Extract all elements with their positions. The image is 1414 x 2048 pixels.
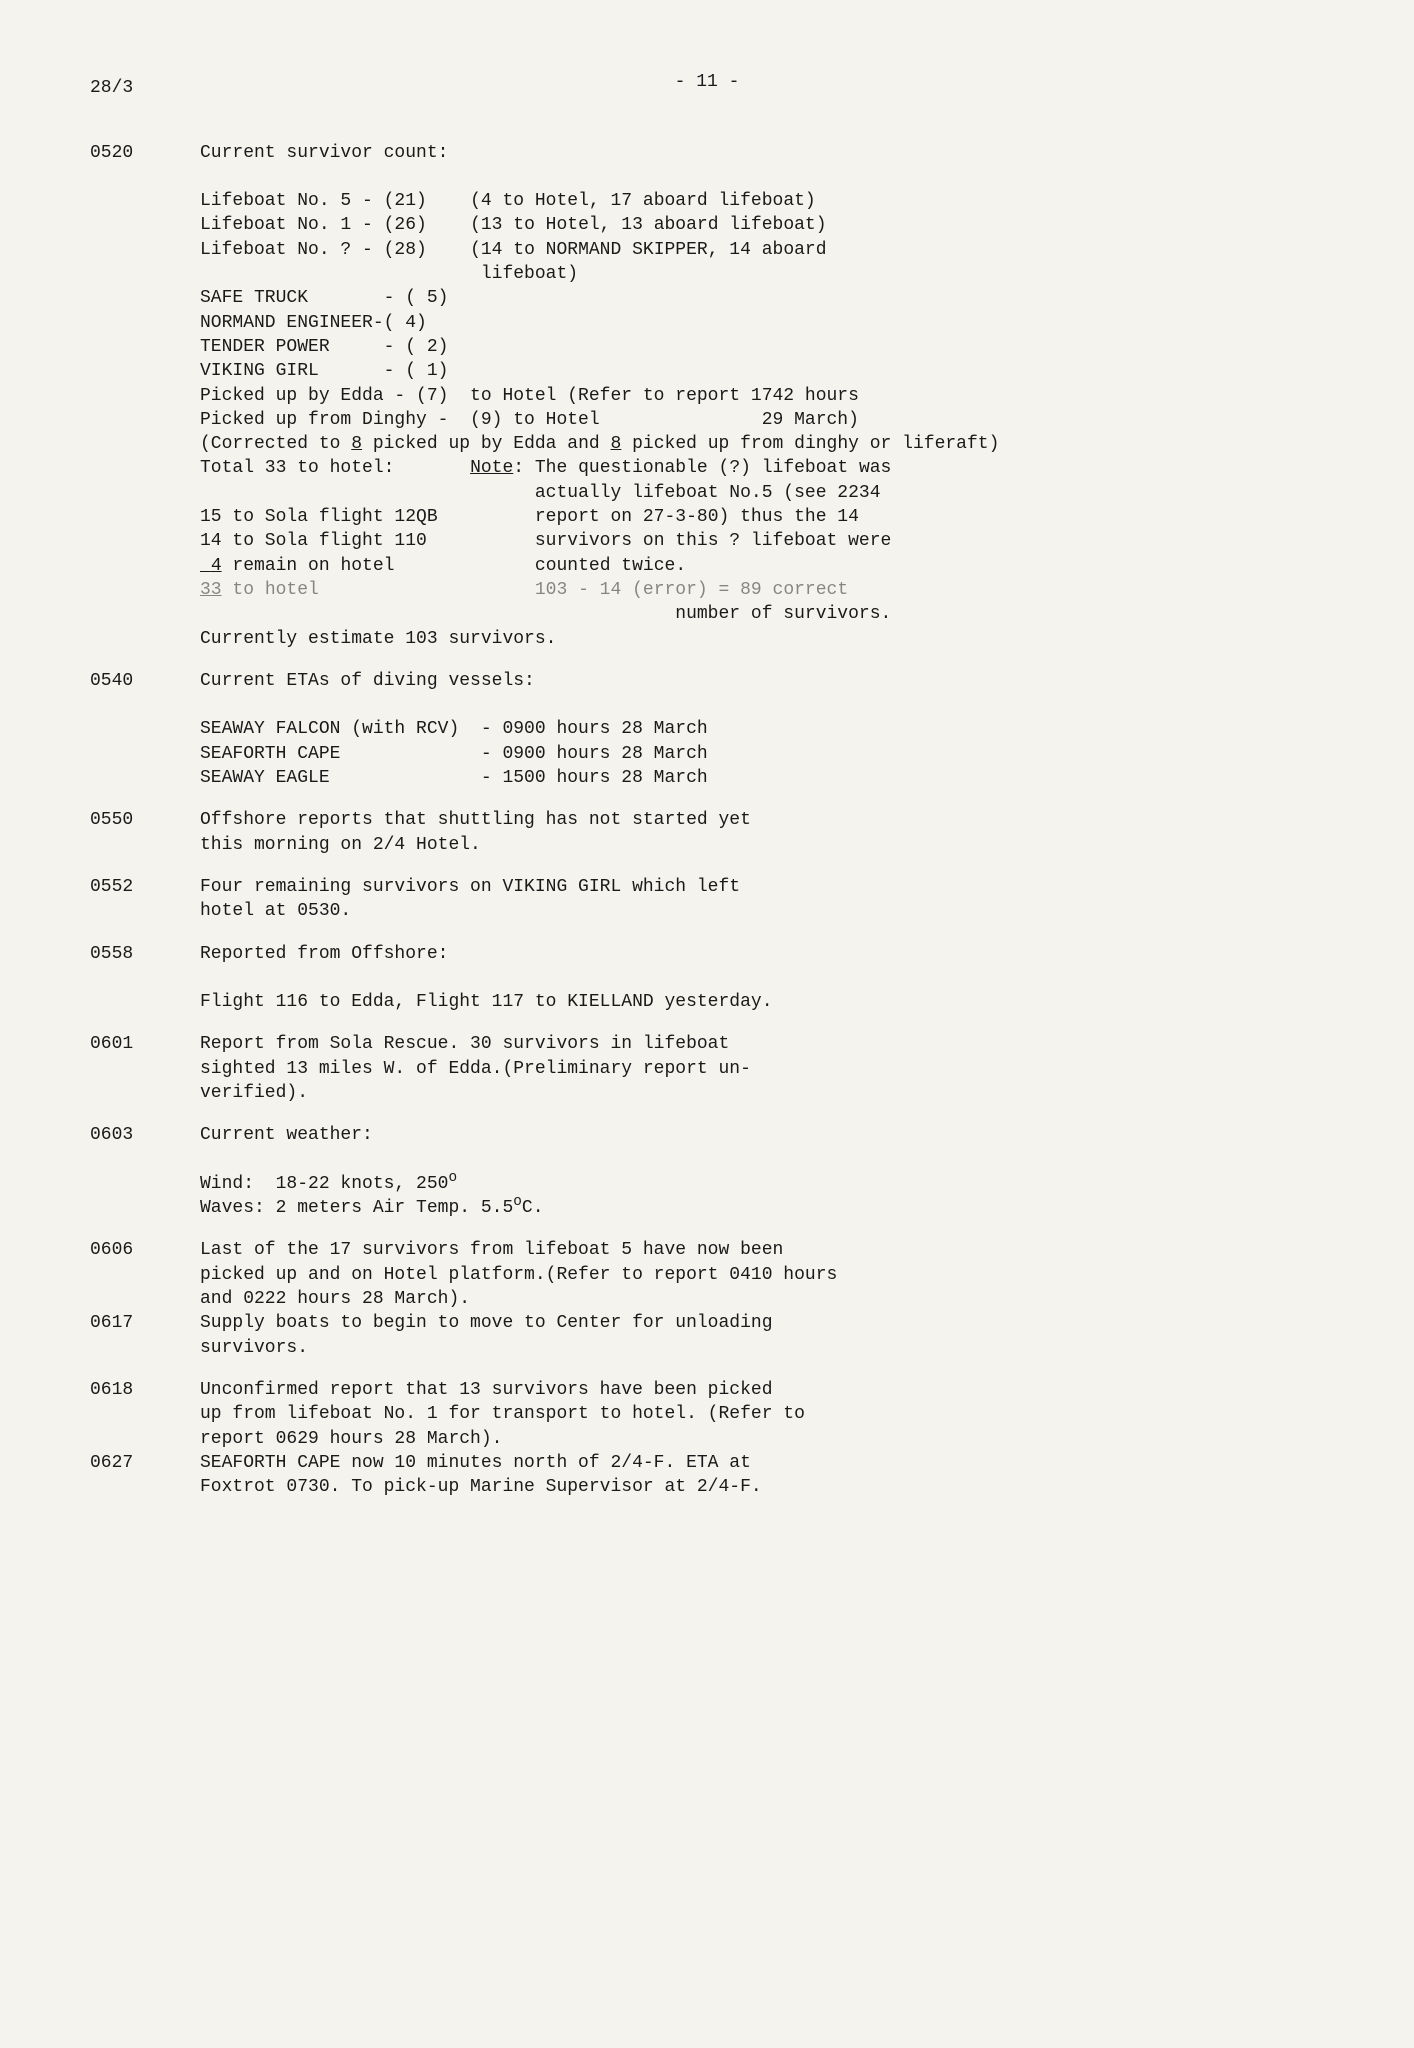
- weather-waves: Waves: 2 meters Air Temp. 5.5oC.: [200, 1198, 544, 1218]
- entry-heading: Current weather:: [200, 1125, 373, 1145]
- time-label: 0606: [90, 1238, 200, 1311]
- log-entry: 0618 Unconfirmed report that 13 survivor…: [90, 1378, 1324, 1451]
- lifeboat-line: Lifeboat No. 1 - (26) (13 to Hotel, 13 a…: [200, 215, 827, 235]
- lifeboat-line: Lifeboat No. 5 - (21) (4 to Hotel, 17 ab…: [200, 191, 816, 211]
- entry-heading: Current survivor count:: [200, 143, 448, 163]
- page: - 11 - 28/3 0520 Current survivor count:…: [0, 0, 1414, 2048]
- time-label: 0601: [90, 1032, 200, 1105]
- log-entry: 0601 Report from Sola Rescue. 30 survivo…: [90, 1032, 1324, 1105]
- date-line: 28/3: [90, 76, 1324, 100]
- entry-body: Current weather: Wind: 18-22 knots, 250o…: [200, 1123, 1324, 1220]
- sola-line: 14 to Sola flight 110 survivors on this …: [200, 531, 891, 551]
- entry-body: Last of the 17 survivors from lifeboat 5…: [200, 1238, 1324, 1311]
- entry-body: Four remaining survivors on VIKING GIRL …: [200, 875, 1324, 924]
- lifeboat-line: lifeboat): [200, 264, 578, 284]
- log-entry: 0558 Reported from Offshore: Flight 116 …: [90, 942, 1324, 1015]
- entry-body: Report from Sola Rescue. 30 survivors in…: [200, 1032, 1324, 1105]
- sola-line: actually lifeboat No.5 (see 2234: [200, 483, 881, 503]
- vessel-line: SAFE TRUCK - ( 5): [200, 288, 448, 308]
- weather-wind: Wind: 18-22 knots, 250o: [200, 1174, 457, 1194]
- time-label: 0603: [90, 1123, 200, 1220]
- time-label: 0540: [90, 669, 200, 790]
- total-note-line: Total 33 to hotel: Note: The questionabl…: [200, 458, 891, 478]
- vessel-line: VIKING GIRL - ( 1): [200, 361, 448, 381]
- lifeboat-line: Lifeboat No. ? - (28) (14 to NORMAND SKI…: [200, 240, 827, 260]
- remain-line: 4 remain on hotel counted twice.: [200, 556, 686, 576]
- entry-text: Flight 116 to Edda, Flight 117 to KIELLA…: [200, 992, 773, 1012]
- eta-line: SEAWAY EAGLE - 1500 hours 28 March: [200, 768, 708, 788]
- vessel-line: TENDER POWER - ( 2): [200, 337, 448, 357]
- hotel33-line: 33 to hotel 103 - 14 (error) = 89 correc…: [200, 580, 848, 600]
- time-label: 0627: [90, 1451, 200, 1500]
- entry-body: Reported from Offshore: Flight 116 to Ed…: [200, 942, 1324, 1015]
- time-label: 0617: [90, 1311, 200, 1360]
- entry-body: SEAFORTH CAPE now 10 minutes north of 2/…: [200, 1451, 1324, 1500]
- eta-line: SEAFORTH CAPE - 0900 hours 28 March: [200, 744, 708, 764]
- currently-estimate: Currently estimate 103 survivors.: [200, 629, 556, 649]
- entry-body: Unconfirmed report that 13 survivors hav…: [200, 1378, 1324, 1451]
- entry-body: Offshore reports that shuttling has not …: [200, 808, 1324, 857]
- time-label: 0558: [90, 942, 200, 1015]
- eta-line: SEAWAY FALCON (with RCV) - 0900 hours 28…: [200, 719, 708, 739]
- log-entry: 0627 SEAFORTH CAPE now 10 minutes north …: [90, 1451, 1324, 1500]
- num-survivors-line: number of survivors.: [200, 604, 891, 624]
- corrected-line: (Corrected to 8 picked up by Edda and 8 …: [200, 434, 999, 454]
- log-entry: 0603 Current weather: Wind: 18-22 knots,…: [90, 1123, 1324, 1220]
- sola-line: 15 to Sola flight 12QB report on 27-3-80…: [200, 507, 859, 527]
- time-label: 0520: [90, 141, 200, 651]
- time-label: 0618: [90, 1378, 200, 1451]
- entry-body: Supply boats to begin to move to Center …: [200, 1311, 1324, 1360]
- log-entry: 0552 Four remaining survivors on VIKING …: [90, 875, 1324, 924]
- picked-up-line: Picked up from Dinghy - (9) to Hotel 29 …: [200, 410, 859, 430]
- time-label: 0550: [90, 808, 200, 857]
- entry-heading: Current ETAs of diving vessels:: [200, 671, 535, 691]
- log-entry: 0606 Last of the 17 survivors from lifeb…: [90, 1238, 1324, 1311]
- entry-body: Current survivor count: Lifeboat No. 5 -…: [200, 141, 1324, 651]
- log-entry: 0540 Current ETAs of diving vessels: SEA…: [90, 669, 1324, 790]
- picked-up-line: Picked up by Edda - (7) to Hotel (Refer …: [200, 386, 859, 406]
- log-entry: 0520 Current survivor count: Lifeboat No…: [90, 141, 1324, 651]
- log-entry: 0617 Supply boats to begin to move to Ce…: [90, 1311, 1324, 1360]
- vessel-line: NORMAND ENGINEER-( 4): [200, 313, 427, 333]
- log-entry: 0550 Offshore reports that shuttling has…: [90, 808, 1324, 857]
- entry-body: Current ETAs of diving vessels: SEAWAY F…: [200, 669, 1324, 790]
- time-label: 0552: [90, 875, 200, 924]
- entry-heading: Reported from Offshore:: [200, 944, 448, 964]
